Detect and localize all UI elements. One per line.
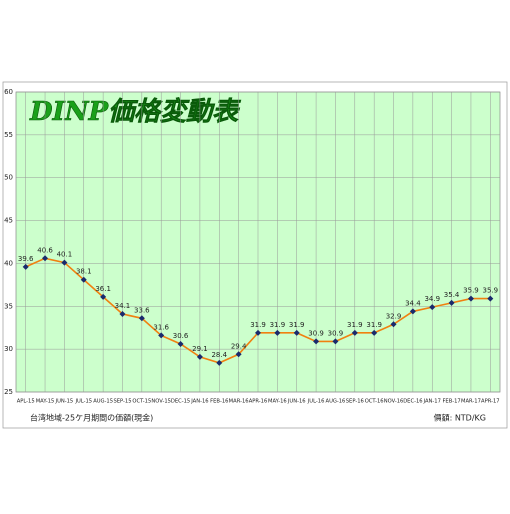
y-tick-label: 30 bbox=[4, 345, 13, 353]
y-tick-label: 35 bbox=[4, 302, 13, 310]
data-label: 31.6 bbox=[153, 323, 169, 331]
x-tick-label: OCT-16 bbox=[365, 399, 384, 405]
x-tick-label: JUL-16 bbox=[307, 399, 325, 405]
marker bbox=[22, 263, 29, 270]
data-label: 30.9 bbox=[308, 329, 324, 337]
x-tick-label: APL-15 bbox=[17, 399, 35, 405]
data-label: 39.6 bbox=[18, 255, 34, 263]
x-tick-label: MAR-17 bbox=[461, 399, 481, 405]
x-tick-label: JAN-17 bbox=[423, 399, 441, 405]
data-label: 34.4 bbox=[405, 299, 421, 307]
x-tick-label: SEP-16 bbox=[346, 399, 364, 405]
marker bbox=[255, 329, 261, 336]
x-tick-label: AUG-16 bbox=[326, 399, 346, 405]
data-label: 40.6 bbox=[37, 246, 53, 254]
marker bbox=[61, 259, 68, 266]
data-label: 34.9 bbox=[424, 295, 440, 303]
marker bbox=[196, 353, 203, 360]
marker bbox=[274, 329, 281, 336]
y-tick-label: 55 bbox=[4, 131, 13, 139]
data-label: 31.9 bbox=[289, 321, 305, 329]
data-label: 28.4 bbox=[211, 351, 227, 359]
marker bbox=[390, 321, 397, 328]
data-label: 31.9 bbox=[270, 321, 286, 329]
data-label: 38.1 bbox=[76, 268, 92, 276]
x-tick-label: AUG-15 bbox=[93, 399, 113, 405]
x-tick-label: MAY-16 bbox=[268, 399, 287, 405]
marker bbox=[80, 276, 87, 283]
marker bbox=[138, 315, 145, 322]
x-tick-label: JUN-16 bbox=[287, 399, 306, 405]
unit-note: 價額: NTD/KG bbox=[434, 413, 486, 423]
x-tick-label: FEB-17 bbox=[442, 399, 460, 405]
marker bbox=[448, 299, 455, 306]
data-label: 29.4 bbox=[231, 342, 247, 350]
marker bbox=[487, 295, 494, 302]
y-tick-label: 50 bbox=[4, 174, 13, 182]
x-tick-label: JUN-15 bbox=[55, 399, 74, 405]
x-tick-label: OCT-15 bbox=[132, 399, 151, 405]
data-label: 35.4 bbox=[444, 291, 460, 299]
marker bbox=[409, 308, 416, 315]
x-tick-label: NOV-16 bbox=[384, 399, 404, 405]
x-tick-label: APR-16 bbox=[249, 399, 268, 405]
x-tick-label: JAN-16 bbox=[190, 399, 208, 405]
x-tick-label: APR-17 bbox=[481, 399, 500, 405]
data-label: 33.6 bbox=[134, 306, 150, 314]
x-tick-label: MAY-15 bbox=[36, 399, 55, 405]
x-tick-label: JUL-15 bbox=[74, 399, 92, 405]
marker bbox=[467, 295, 474, 302]
marker bbox=[371, 329, 378, 336]
marker bbox=[313, 338, 320, 345]
chart-title: DINP価格変動表 bbox=[29, 97, 241, 127]
data-label: 31.9 bbox=[250, 321, 266, 329]
marker bbox=[100, 293, 107, 300]
data-label: 36.1 bbox=[95, 285, 111, 293]
data-label: 30.6 bbox=[173, 332, 189, 340]
marker bbox=[42, 255, 49, 262]
x-tick-label: NOV-15 bbox=[151, 399, 171, 405]
y-tick-label: 60 bbox=[4, 88, 13, 96]
footnote: 台湾地域-25ケ月期間の価額(現金) bbox=[30, 413, 153, 423]
marker bbox=[158, 332, 165, 339]
marker bbox=[293, 329, 300, 336]
marker bbox=[235, 351, 242, 358]
x-tick-label: FEB-16 bbox=[210, 399, 228, 405]
marker bbox=[119, 311, 126, 317]
y-tick-label: 45 bbox=[4, 217, 13, 225]
y-tick-label: 25 bbox=[4, 388, 13, 396]
data-label: 40.1 bbox=[57, 251, 73, 259]
data-label: 31.9 bbox=[366, 321, 382, 329]
marker bbox=[429, 304, 436, 311]
x-tick-label: DEC-16 bbox=[403, 399, 422, 405]
marker bbox=[332, 338, 339, 345]
data-label: 31.9 bbox=[347, 321, 363, 329]
x-tick-label: SEP-15 bbox=[113, 399, 131, 405]
y-tick-label: 40 bbox=[4, 259, 13, 267]
x-tick-label: DEC-15 bbox=[171, 399, 190, 405]
marker bbox=[351, 329, 358, 336]
x-tick-label: MAR-16 bbox=[229, 399, 249, 405]
data-label: 30.9 bbox=[328, 329, 344, 337]
data-label: 35.9 bbox=[463, 287, 479, 295]
data-label: 34.1 bbox=[115, 302, 131, 310]
data-label: 35.9 bbox=[483, 287, 499, 295]
marker bbox=[177, 341, 184, 347]
data-label: 29.1 bbox=[192, 345, 208, 353]
data-label: 32.9 bbox=[386, 312, 402, 320]
marker bbox=[216, 359, 223, 366]
